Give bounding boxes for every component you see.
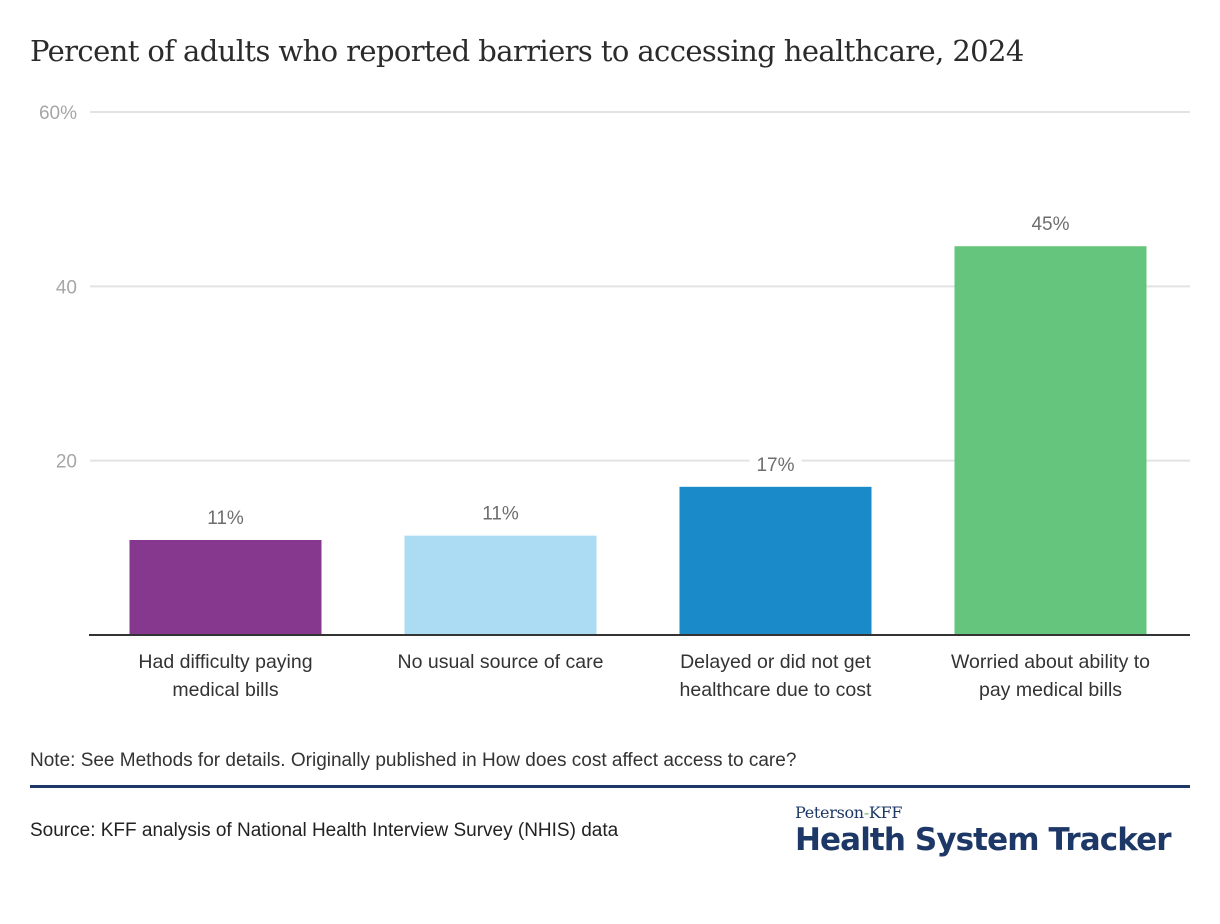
x-axis-labels: Had difficulty paying medical bills No usu… (138, 651, 1150, 701)
data-label-2: 11% (482, 504, 519, 525)
chart-note: Note: See Methods for details. Originall… (30, 750, 797, 771)
x-tick-label-4: Worried about ability to pay medical bill… (951, 651, 1150, 701)
y-tick-label: 20 (56, 452, 77, 473)
logo-text-peterson: Peterson (795, 803, 864, 822)
data-label-background (749, 452, 802, 477)
bar-chart: 20 40 60% 11% 11% 17% 45% Had difficulty payi… (39, 103, 1190, 701)
x-tick-label-line: Had difficulty paying (138, 651, 312, 673)
x-tick-label-line: No usual source of care (398, 651, 604, 673)
bars (129, 246, 1147, 635)
x-tick-label-line: Worried about ability to (951, 651, 1150, 673)
data-label-background (199, 505, 252, 530)
y-axis-ticks: 20 40 60% (39, 103, 77, 473)
bar-3 (679, 486, 872, 635)
data-label-4: 45% (1031, 214, 1069, 235)
footer-divider (30, 785, 1190, 788)
data-label-1: 11% (207, 508, 244, 529)
logo-text-kff: KFF (868, 803, 903, 822)
chart-source: Source: KFF analysis of National Health … (30, 820, 619, 841)
x-tick-label-1: Had difficulty paying medical bills (138, 651, 312, 701)
bar-2 (404, 535, 597, 635)
data-label-background (1024, 212, 1077, 237)
x-tick-label-line: pay medical bills (979, 679, 1122, 701)
y-tick-label: 60% (39, 103, 77, 124)
bar-4 (954, 246, 1147, 635)
data-label-3: 17% (756, 455, 794, 476)
logo-hyphen: - (863, 803, 869, 822)
peterson-kff-logo: Peterson-KFF Health System Tracker (795, 803, 1195, 858)
chart-title: Percent of adults who reported barriers … (30, 34, 1024, 68)
x-tick-label-line: healthcare due to cost (680, 679, 872, 701)
x-tick-label-line: medical bills (172, 679, 278, 701)
x-tick-label-line: Delayed or did not get (680, 651, 871, 673)
data-label-background (474, 501, 527, 526)
bar-1 (129, 539, 322, 635)
data-labels: 11% 11% 17% 45% (199, 212, 1077, 530)
x-tick-label-3: Delayed or did not get healthcare due to … (680, 651, 872, 701)
logo-title: Health System Tracker (795, 822, 1172, 858)
x-tick-label-2: No usual source of care (398, 651, 604, 673)
y-tick-label: 40 (56, 277, 77, 298)
logo-subtitle: Peterson-KFF (795, 803, 1195, 822)
